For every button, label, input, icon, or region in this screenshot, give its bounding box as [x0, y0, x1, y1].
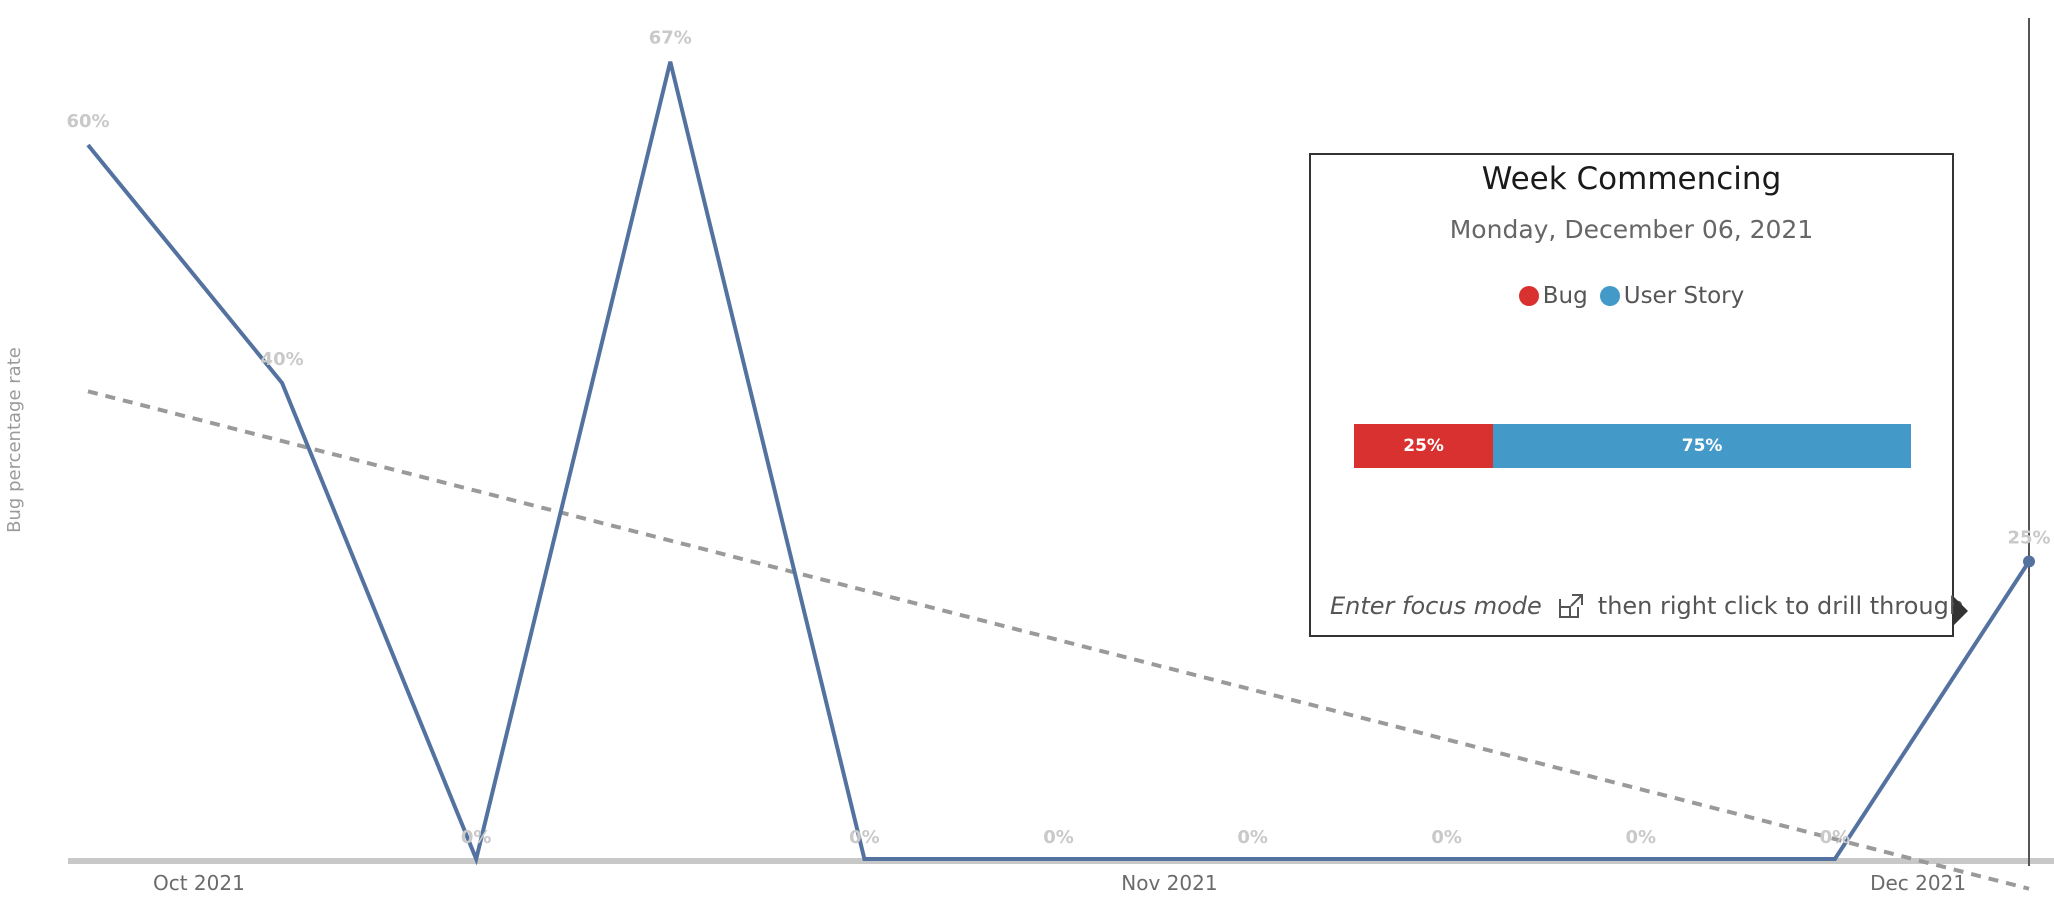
legend-label-bug: Bug [1542, 283, 1588, 309]
legend-dot-user-story-icon [1599, 286, 1620, 306]
bar-segment-user-story: 75% [1493, 424, 1911, 468]
x-tick-label-0: Oct 2021 [153, 871, 245, 895]
y-axis-title: Bug percentage rate [4, 347, 25, 533]
legend-item-bug: Bug [1518, 283, 1588, 309]
data-label-1: 40% [261, 349, 304, 370]
bar-label-bug: 25% [1403, 436, 1444, 456]
x-tick-label-1: Nov 2021 [1121, 871, 1217, 895]
focus-mode-icon [1558, 593, 1584, 619]
data-point-highlight [2023, 555, 2035, 568]
data-label-3: 67% [649, 28, 692, 49]
trend-line [87, 389, 2030, 891]
data-label-0: 60% [66, 111, 109, 132]
data-label-8: 0% [1626, 827, 1657, 848]
legend-item-user-story: User Story [1599, 283, 1745, 309]
data-label-5: 0% [1043, 827, 1074, 848]
tooltip-legend: Bug User Story [1311, 283, 1952, 309]
data-label-10: 25% [2007, 528, 2050, 549]
bar-label-user-story: 75% [1681, 436, 1723, 456]
tooltip-title: Week Commencing [1481, 161, 1782, 197]
tooltip-date: Monday, December 06, 2021 [1449, 215, 1814, 244]
tooltip-pointer [1954, 597, 1968, 625]
label-layer: 60% 40% 0% 67% 0% 0% 0% 0% 0% 0% 25% [66, 28, 2050, 848]
drill-through-text: then right click to drill through [1597, 592, 1965, 620]
series-layer [86, 61, 2035, 866]
data-label-9: 0% [1820, 827, 1851, 848]
legend-label-user-story: User Story [1623, 283, 1745, 309]
work-item-type-bar: 25% 75% [1354, 424, 1911, 468]
focus-mode-text: Enter focus mode [1330, 592, 1542, 620]
trend-layer [87, 389, 2030, 891]
data-label-4: 0% [849, 827, 880, 848]
data-label-7: 0% [1431, 827, 1462, 848]
series-line [86, 61, 2031, 866]
bar-segment-bug: 25% [1354, 424, 1494, 468]
data-label-6: 0% [1237, 827, 1268, 848]
x-tick-label-2: Dec 2021 [1870, 871, 1966, 895]
legend-dot-bug-icon [1518, 286, 1539, 306]
week-tooltip: Week Commencing Monday, December 06, 202… [1309, 153, 1964, 637]
drill-through-hint: Enter focus mode then right click to dri… [1330, 592, 1964, 620]
data-label-2: 0% [461, 827, 492, 848]
